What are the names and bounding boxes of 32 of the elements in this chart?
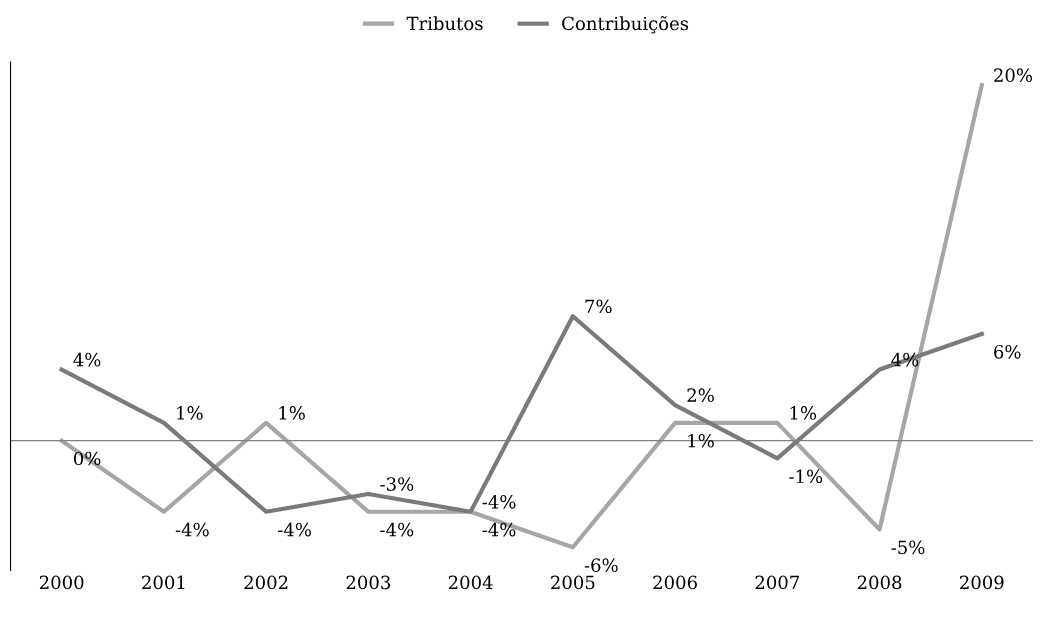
x-tick-label: 2008 <box>857 575 902 590</box>
data-label: 2% <box>687 388 714 402</box>
data-label: 4% <box>73 352 101 367</box>
data-label: -4% <box>175 522 209 537</box>
x-tick-label: 2005 <box>551 575 595 590</box>
data-label: 1% <box>177 406 203 420</box>
data-label: -4% <box>278 522 311 537</box>
x-tick-label: 2009 <box>960 575 1004 590</box>
data-label: -6% <box>584 558 618 572</box>
x-tick-label: 2004 <box>448 575 493 590</box>
data-label: 1% <box>790 406 817 420</box>
data-label: 4% <box>891 352 919 367</box>
x-tick-label: 2000 <box>39 575 84 590</box>
x-tick-label: 2003 <box>346 575 391 590</box>
legend-label: Contribuições <box>562 15 689 34</box>
data-label: 20% <box>994 68 1033 83</box>
data-label: -4% <box>482 494 516 509</box>
x-tick-label: 2002 <box>244 575 288 590</box>
x-tick-label: 2001 <box>142 575 185 590</box>
data-label: -5% <box>891 540 925 555</box>
data-label: -1% <box>789 469 823 484</box>
data-label: -4% <box>380 522 414 537</box>
data-label: 0% <box>73 451 101 466</box>
data-label: -3% <box>380 477 414 491</box>
x-tick-label: 2007 <box>755 575 799 590</box>
data-label: 7% <box>585 299 612 314</box>
x-tick-label: 2006 <box>653 575 697 590</box>
data-label: 6% <box>994 345 1021 359</box>
data-label: -4% <box>482 522 516 537</box>
legend-label: Tributos <box>406 16 483 31</box>
data-label: 1% <box>688 433 714 448</box>
data-label: 1% <box>279 406 305 420</box>
